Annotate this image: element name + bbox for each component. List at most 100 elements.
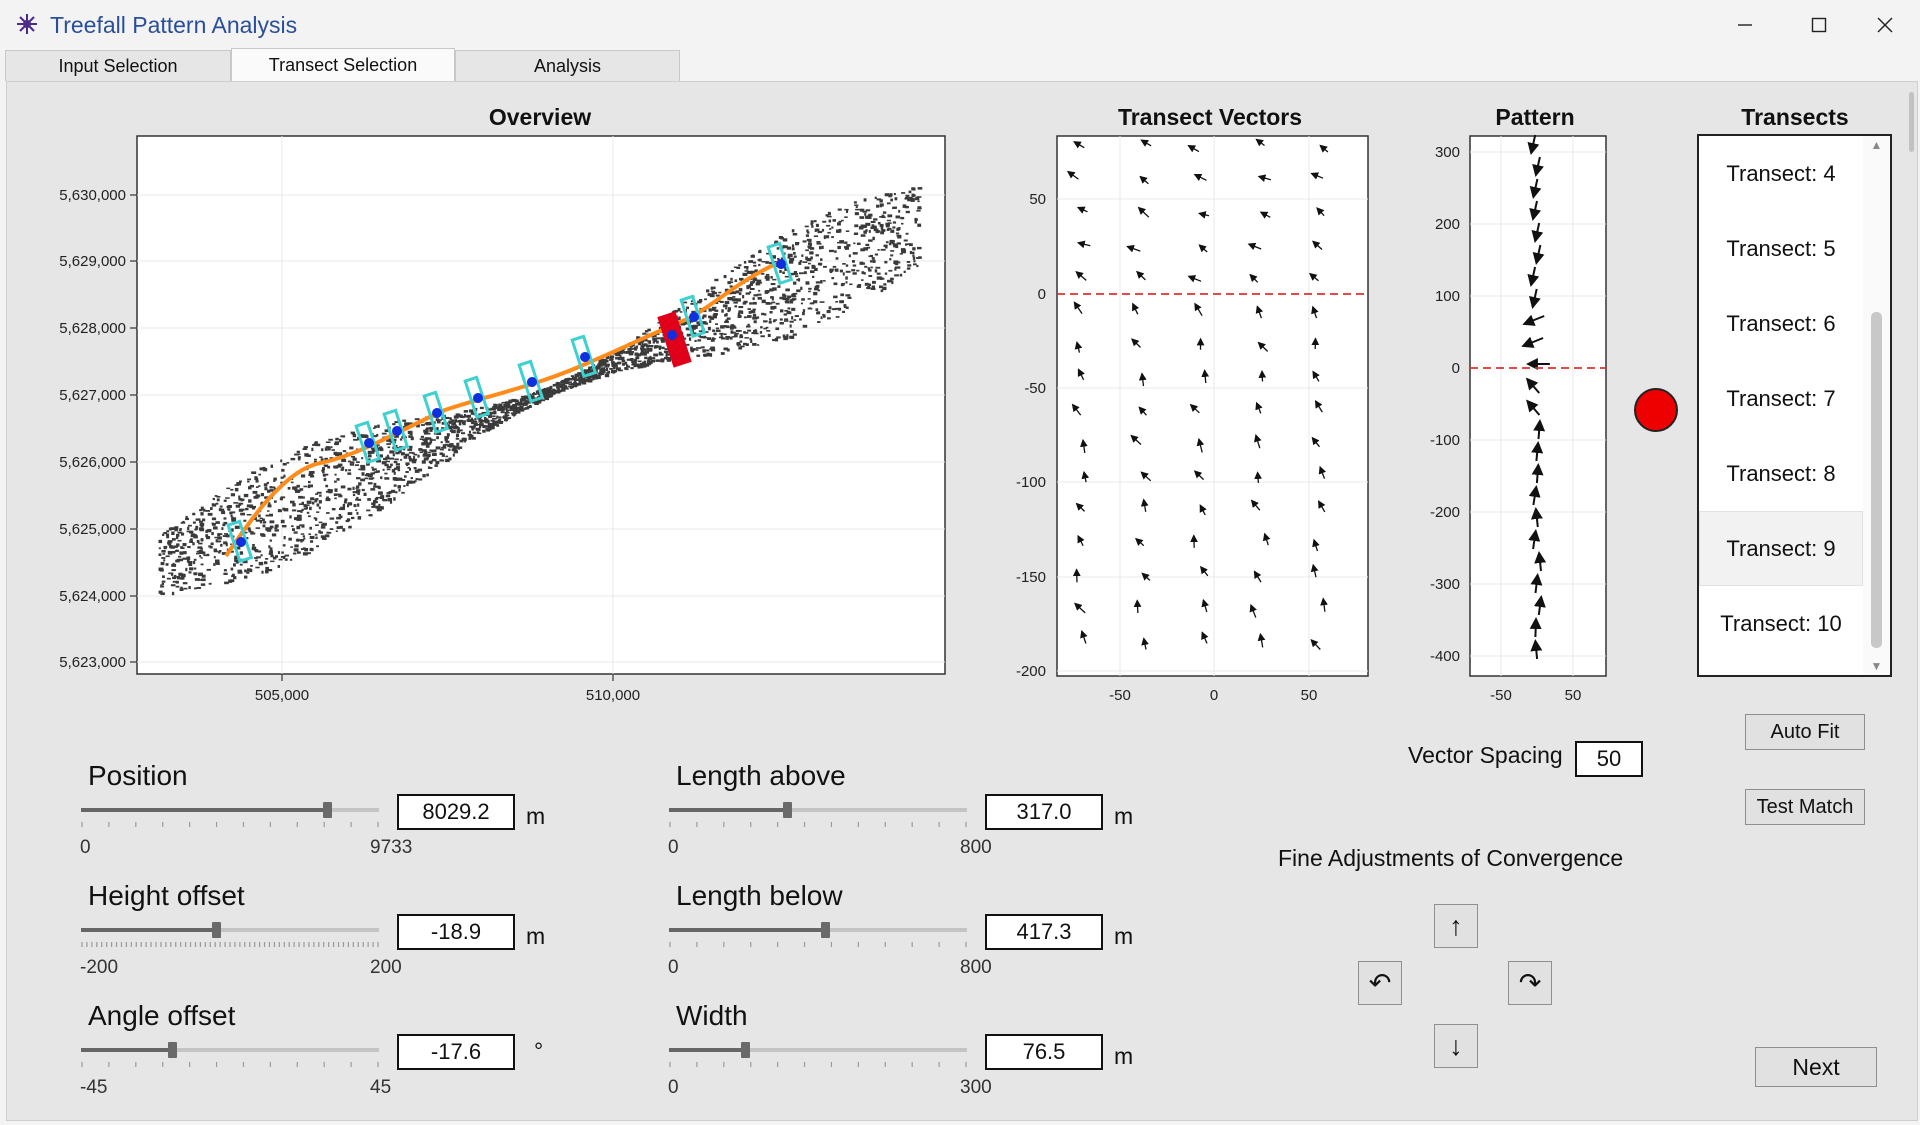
forest-point <box>322 470 325 474</box>
list-item[interactable]: Transect: 5 <box>1726 235 1836 261</box>
forest-point <box>364 474 367 477</box>
forest-point <box>176 576 180 579</box>
slider-thumb[interactable] <box>740 1042 750 1058</box>
test-match-button[interactable]: Test Match <box>1745 789 1865 825</box>
forest-point <box>249 506 254 509</box>
forest-point <box>221 527 224 530</box>
vector-arrow <box>1318 465 1327 479</box>
forest-point <box>852 264 857 267</box>
forest-point <box>863 230 867 234</box>
length-above-input[interactable]: 317.0 <box>985 794 1103 830</box>
y-tick-label: 5,629,000 <box>59 253 126 270</box>
slider-thumb[interactable] <box>820 922 830 938</box>
forest-point <box>384 472 388 475</box>
slider-thumb[interactable] <box>211 922 221 938</box>
forest-point <box>307 552 311 555</box>
slider-thumb[interactable] <box>783 802 792 818</box>
panel-scrollbar[interactable] <box>1905 82 1917 1120</box>
forest-point <box>207 530 212 533</box>
forest-point <box>459 439 463 443</box>
forest-point <box>423 450 428 455</box>
forest-point <box>243 493 249 498</box>
list-item[interactable]: Transect: 8 <box>1726 460 1836 486</box>
position-input[interactable]: 8029.2 <box>397 794 515 830</box>
forest-point <box>441 453 445 457</box>
scroll-up-icon[interactable]: ▲ <box>1870 138 1883 152</box>
rotate-ccw-button[interactable]: ↶ <box>1358 961 1402 1005</box>
transects-list[interactable]: Transect: 4 Transect: 5 Transect: 6 Tran… <box>1697 134 1892 677</box>
list-item[interactable]: Transect: 6 <box>1726 310 1836 336</box>
forest-point <box>529 393 532 396</box>
angle-offset-input[interactable]: -17.6 <box>397 1034 515 1070</box>
forest-point <box>371 448 376 452</box>
tab-analysis[interactable]: Analysis <box>455 50 680 81</box>
forest-point <box>835 301 839 303</box>
forest-point <box>367 450 372 454</box>
width-slider[interactable] <box>669 1040 967 1080</box>
forest-point <box>760 273 765 275</box>
minimize-button[interactable] <box>1712 4 1778 46</box>
length-below-slider[interactable] <box>669 920 967 960</box>
angle-offset-slider[interactable] <box>81 1040 379 1080</box>
vector-spacing-input[interactable]: 50 <box>1575 741 1643 777</box>
forest-point <box>394 435 399 438</box>
forest-point <box>732 296 736 298</box>
forest-point <box>884 272 888 275</box>
forest-point <box>278 558 283 561</box>
forest-point <box>534 401 539 405</box>
scroll-thumb[interactable] <box>1871 312 1882 648</box>
slider-thumb[interactable] <box>167 1042 177 1058</box>
forest-point <box>792 233 798 236</box>
slider-thumb[interactable] <box>322 802 332 818</box>
forest-point <box>357 498 362 501</box>
forest-point <box>263 468 268 472</box>
forest-point <box>599 359 605 363</box>
forest-point <box>205 529 208 533</box>
next-button[interactable]: Next <box>1755 1047 1877 1087</box>
height-offset-slider[interactable] <box>81 920 379 960</box>
forest-point <box>725 319 729 323</box>
rotate-cw-button[interactable]: ↷ <box>1508 961 1552 1005</box>
list-item[interactable]: Transect: 7 <box>1726 385 1836 411</box>
vector-arrow <box>1199 565 1209 577</box>
forest-point <box>217 536 222 540</box>
forest-point <box>371 502 376 505</box>
list-item[interactable]: Transect: 4 <box>1726 160 1836 186</box>
forest-point <box>286 462 290 464</box>
width-input[interactable]: 76.5 <box>985 1034 1103 1070</box>
pattern-arrow <box>1521 336 1544 348</box>
maximize-button[interactable] <box>1786 4 1852 46</box>
scroll-down-icon[interactable]: ▼ <box>1870 659 1883 673</box>
list-item[interactable]: Transect: 10 <box>1720 610 1842 636</box>
height-offset-input[interactable]: -18.9 <box>397 914 515 950</box>
forest-point <box>832 265 837 268</box>
forest-point <box>746 343 749 346</box>
length-below-input[interactable]: 417.3 <box>985 914 1103 950</box>
tab-input-selection[interactable]: Input Selection <box>5 50 231 81</box>
tab-transect-selection[interactable]: Transect Selection <box>231 48 455 82</box>
forest-point <box>691 327 696 330</box>
forest-point <box>280 476 284 479</box>
forest-point <box>637 353 641 357</box>
list-scrollbar[interactable]: ▲ ▼ <box>1863 136 1890 675</box>
forest-point <box>252 532 256 535</box>
list-item-selected[interactable]: Transect: 9 <box>1699 511 1863 586</box>
forest-point <box>764 290 769 294</box>
forest-point <box>871 285 875 289</box>
position-slider[interactable] <box>81 800 379 840</box>
forest-point <box>832 219 836 222</box>
shift-down-button[interactable]: ↓ <box>1434 1024 1478 1068</box>
forest-point <box>352 433 357 438</box>
forest-point <box>719 300 724 303</box>
forest-point <box>227 508 231 511</box>
forest-point <box>414 480 417 483</box>
auto-fit-button[interactable]: Auto Fit <box>1745 714 1865 750</box>
forest-point <box>913 260 916 263</box>
shift-up-button[interactable]: ↑ <box>1434 904 1478 948</box>
length-above-slider[interactable] <box>669 800 967 840</box>
overview-map[interactable]: 5,630,000 5,629,000 5,628,000 5,627,000 … <box>0 125 960 715</box>
close-button[interactable] <box>1852 4 1918 46</box>
forest-point <box>379 448 384 452</box>
forest-point <box>767 333 771 337</box>
forest-point <box>173 574 177 578</box>
